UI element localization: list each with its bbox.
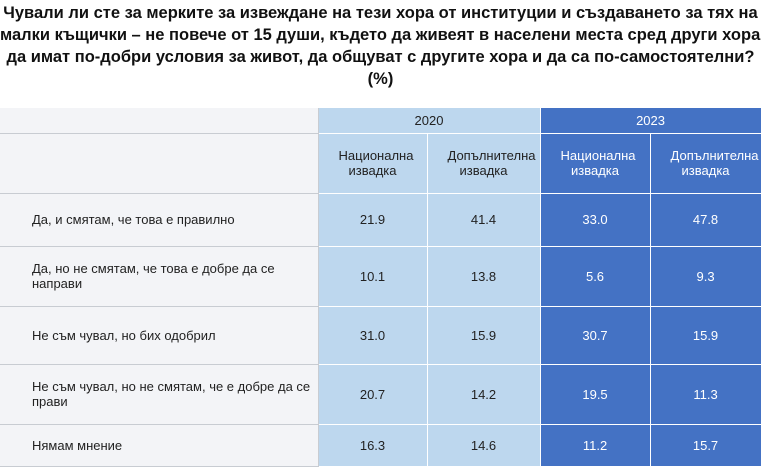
value-cell: 10.1 [318,246,428,307]
value-cell: 33.0 [540,193,651,247]
row-label: Да, но не смятам, че това е добре да се … [0,246,319,307]
column-header: Национална извадка [540,133,651,194]
row-label: Не съм чувал, но не смятам, че е добре д… [0,364,319,425]
group-header-row: 2020 2023 [0,108,761,134]
value-cell: 47.8 [650,193,761,247]
column-header-row: Национална извадка Допълнителна извадка На… [0,133,761,194]
data-table: 2020 2023 Национална извадка Допълнителна и… [0,108,761,467]
group-header: 2020 [318,108,541,134]
empty-cell [0,133,319,194]
empty-cell [0,108,319,134]
value-cell: 20.7 [318,364,428,425]
value-cell: 11.2 [540,424,651,467]
column-header: Допълнителна извадка [427,133,541,194]
data-row: Да, но не смятам, че това е добре да се … [0,246,761,307]
value-cell: 21.9 [318,193,428,247]
row-label: Не съм чувал, но бих одобрил [0,306,319,365]
value-cell: 14.6 [427,424,541,467]
value-cell: 11.3 [650,364,761,425]
value-cell: 14.2 [427,364,541,425]
data-row: Не съм чувал, но не смятам, че е добре д… [0,364,761,425]
value-cell: 13.8 [427,246,541,307]
value-cell: 5.6 [540,246,651,307]
value-cell: 15.7 [650,424,761,467]
value-cell: 41.4 [427,193,541,247]
title-line: (%) [367,70,394,88]
column-header: Допълнителна извадка [650,133,761,194]
data-row: Не съм чувал, но бих одобрил 31.0 15.9 30.7… [0,306,761,365]
value-cell: 16.3 [318,424,428,467]
title-line: да имат по-добри условия за живот, да об… [6,48,755,66]
data-row: Да, и смятам, че това е правилно 21.9 41.4… [0,193,761,247]
value-cell: 30.7 [540,306,651,365]
value-cell: 15.9 [427,306,541,365]
column-header: Национална извадка [318,133,428,194]
group-header: 2023 [540,108,761,134]
title-line: малки къщички – не повече от 15 души, къ… [0,26,761,44]
row-label: Нямам мнение [0,424,319,467]
value-cell: 19.5 [540,364,651,425]
title: Чували ли сте за мерките за извеждане на… [0,2,761,90]
row-label: Да, и смятам, че това е правилно [0,193,319,247]
value-cell: 15.9 [650,306,761,365]
value-cell: 31.0 [318,306,428,365]
title-line: Чували ли сте за мерките за извеждане на… [3,4,758,22]
data-row: Нямам мнение 16.3 14.6 11.2 15.7 [0,424,761,467]
value-cell: 9.3 [650,246,761,307]
